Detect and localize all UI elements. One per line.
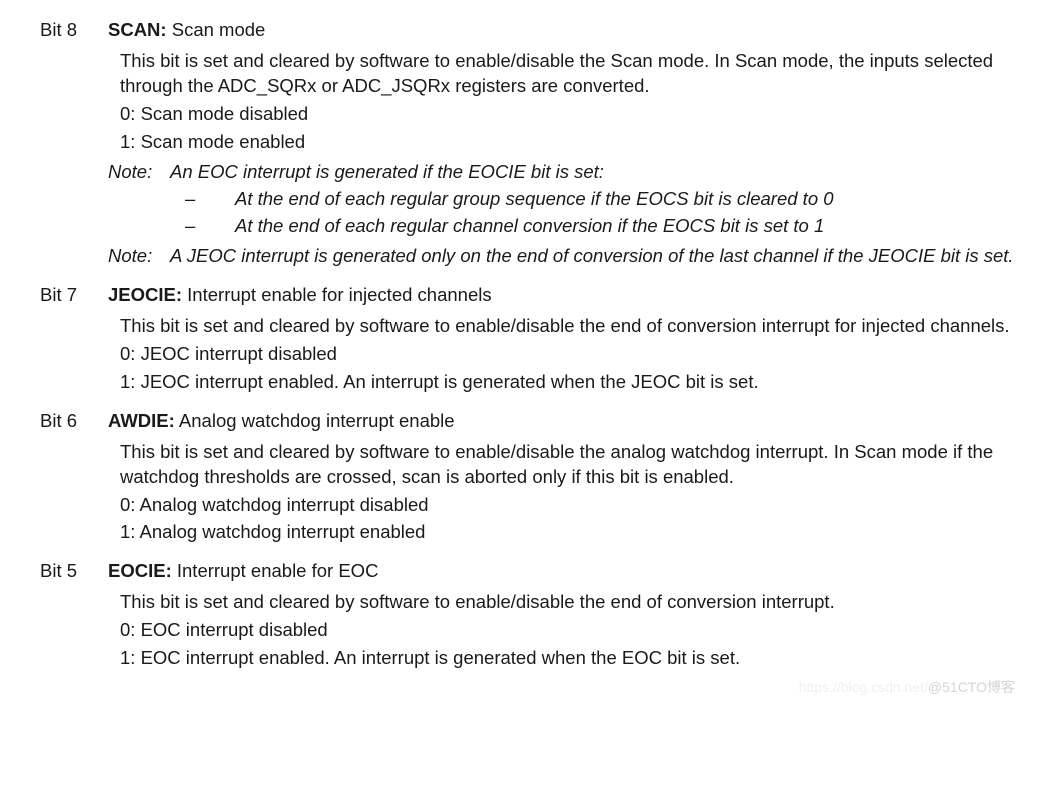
desc-line: This bit is set and cleared by software … (120, 440, 1015, 490)
bit-field-name: JEOCIE: (108, 284, 182, 305)
bit-field-title: Scan mode (167, 19, 266, 40)
desc-line: 0: Scan mode disabled (120, 102, 1015, 127)
bit-number: Bit 6 (40, 409, 108, 434)
bit-number: Bit 7 (40, 283, 108, 308)
note-bullet-text: At the end of each regular channel conve… (235, 214, 824, 239)
bit-field-name: SCAN: (108, 19, 167, 40)
watermark-text-right: @51CTO博客 (928, 679, 1015, 695)
bit-field-title: Interrupt enable for EOC (172, 560, 379, 581)
note-text: An EOC interrupt is generated if the EOC… (170, 160, 1015, 185)
bit-field-title: Analog watchdog interrupt enable (175, 410, 455, 431)
desc-line: This bit is set and cleared by software … (120, 49, 1015, 99)
desc-line: 0: JEOC interrupt disabled (120, 342, 1015, 367)
watermark: https://blog.csdn.net/@51CTO博客 (799, 678, 1015, 697)
bit-description: This bit is set and cleared by software … (120, 49, 1015, 155)
bit-block: Bit 6AWDIE: Analog watchdog interrupt en… (40, 409, 1015, 546)
bit-title: AWDIE: Analog watchdog interrupt enable (108, 409, 455, 434)
note-bullet-text: At the end of each regular group sequenc… (235, 187, 834, 212)
note-label: Note: (108, 244, 170, 269)
desc-line: 1: Analog watchdog interrupt enabled (120, 520, 1015, 545)
note-bullet: –At the end of each regular group sequen… (185, 187, 1015, 212)
bit-block: Bit 8SCAN: Scan mode This bit is set and … (40, 18, 1015, 269)
bit-title: EOCIE: Interrupt enable for EOC (108, 559, 378, 584)
bit-field-name: AWDIE: (108, 410, 175, 431)
desc-line: 1: Scan mode enabled (120, 130, 1015, 155)
bit-header: Bit 7JEOCIE: Interrupt enable for inject… (40, 283, 1015, 308)
desc-line: This bit is set and cleared by software … (120, 590, 1015, 615)
bit-description: This bit is set and cleared by software … (120, 590, 1015, 671)
bit-description: This bit is set and cleared by software … (120, 314, 1015, 395)
note-label: Note: (108, 160, 170, 185)
desc-line: 1: JEOC interrupt enabled. An interrupt … (120, 370, 1015, 395)
note-text: A JEOC interrupt is generated only on th… (170, 244, 1015, 269)
note-row: Note:An EOC interrupt is generated if th… (108, 160, 1015, 185)
bit-title: JEOCIE: Interrupt enable for injected ch… (108, 283, 492, 308)
desc-line: 1: EOC interrupt enabled. An interrupt i… (120, 646, 1015, 671)
bit-number: Bit 8 (40, 18, 108, 43)
watermark-text-left: https://blog.csdn.net/ (799, 679, 928, 695)
bit-title: SCAN: Scan mode (108, 18, 265, 43)
desc-line: 0: Analog watchdog interrupt disabled (120, 493, 1015, 518)
bit-field-title: Interrupt enable for injected channels (182, 284, 492, 305)
desc-line: This bit is set and cleared by software … (120, 314, 1015, 339)
bit-number: Bit 5 (40, 559, 108, 584)
note-row: Note:A JEOC interrupt is generated only … (108, 244, 1015, 269)
dash-icon: – (185, 214, 235, 239)
note-bullet: –At the end of each regular channel conv… (185, 214, 1015, 239)
bit-description: This bit is set and cleared by software … (120, 440, 1015, 546)
bit-field-name: EOCIE: (108, 560, 172, 581)
bit-header: Bit 8SCAN: Scan mode (40, 18, 1015, 43)
desc-line: 0: EOC interrupt disabled (120, 618, 1015, 643)
bit-header: Bit 6AWDIE: Analog watchdog interrupt en… (40, 409, 1015, 434)
bit-block: Bit 5EOCIE: Interrupt enable for EOC This… (40, 559, 1015, 671)
bit-block: Bit 7JEOCIE: Interrupt enable for inject… (40, 283, 1015, 395)
dash-icon: – (185, 187, 235, 212)
bit-header: Bit 5EOCIE: Interrupt enable for EOC (40, 559, 1015, 584)
